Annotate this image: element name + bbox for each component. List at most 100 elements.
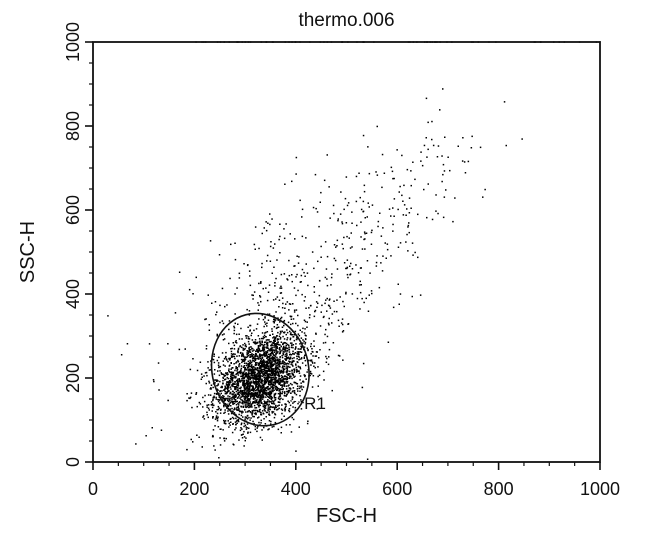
data-point [259, 378, 261, 380]
data-point [244, 358, 246, 361]
data-point [467, 160, 470, 163]
data-point [271, 361, 273, 363]
data-point [314, 366, 316, 369]
data-point [245, 426, 247, 428]
data-point [240, 369, 242, 371]
data-point [247, 340, 250, 343]
data-point [252, 294, 254, 297]
data-point [280, 287, 283, 289]
data-point [258, 391, 261, 393]
data-point [236, 367, 238, 369]
data-point [276, 347, 279, 350]
data-point [286, 373, 288, 375]
data-point [232, 342, 234, 344]
data-point [246, 405, 248, 408]
data-point [237, 418, 240, 421]
data-point [244, 439, 246, 442]
data-point [282, 351, 285, 353]
data-point [227, 387, 230, 389]
data-point [268, 411, 270, 413]
data-point [308, 307, 310, 309]
data-point [246, 393, 248, 396]
data-point [393, 177, 395, 180]
data-point [238, 355, 241, 357]
data-point [359, 291, 362, 294]
data-point [252, 402, 254, 404]
data-point [267, 356, 270, 358]
data-point [285, 370, 288, 372]
data-point [234, 398, 237, 401]
data-point [295, 309, 298, 311]
data-point [397, 283, 399, 285]
data-point [233, 407, 236, 409]
data-point [329, 298, 331, 300]
data-point [221, 287, 224, 290]
data-point [244, 398, 246, 400]
data-point [229, 408, 232, 410]
data-point [226, 392, 228, 394]
data-point [295, 173, 297, 175]
data-point [286, 301, 289, 303]
data-point [245, 395, 248, 398]
data-point [398, 303, 400, 305]
data-point [287, 343, 289, 346]
data-point [188, 397, 190, 399]
data-point [247, 326, 249, 328]
data-point [211, 404, 213, 406]
data-point [242, 377, 245, 380]
data-point [272, 390, 274, 393]
data-point [273, 326, 276, 328]
data-point [241, 352, 244, 354]
data-point [199, 403, 202, 405]
data-point [242, 376, 244, 379]
data-point [299, 199, 301, 202]
data-point [261, 341, 264, 344]
data-point [484, 188, 486, 191]
data-point [304, 275, 306, 277]
data-point [256, 393, 259, 395]
data-point [217, 400, 220, 403]
data-point [246, 350, 248, 352]
data-point [298, 351, 300, 353]
data-point [224, 409, 226, 411]
data-point [370, 231, 373, 234]
data-point [228, 370, 230, 372]
gate-r1[interactable] [199, 302, 321, 436]
data-point [277, 359, 280, 361]
data-point [318, 357, 320, 359]
data-point [280, 392, 282, 395]
data-point [249, 363, 252, 365]
data-point [227, 373, 229, 376]
data-point [248, 380, 250, 383]
data-point [220, 396, 223, 398]
data-point [267, 380, 270, 382]
data-point [273, 359, 275, 361]
data-point [274, 285, 276, 287]
data-point [254, 389, 257, 392]
data-point [201, 376, 203, 378]
data-point [304, 359, 307, 362]
data-point [437, 145, 440, 147]
data-point [248, 343, 250, 345]
data-point [267, 399, 269, 401]
data-point [275, 327, 278, 330]
data-point [262, 388, 264, 390]
data-point [283, 391, 286, 394]
data-point [259, 369, 262, 372]
data-point [271, 400, 273, 402]
data-point [224, 392, 227, 395]
data-point [263, 373, 265, 375]
data-point [224, 422, 226, 425]
data-point [274, 336, 276, 339]
data-point [274, 406, 276, 409]
x-tick-label: 1000 [580, 479, 620, 499]
data-point [281, 326, 284, 328]
data-point [196, 434, 198, 436]
data-point [236, 406, 238, 409]
data-point [264, 316, 266, 318]
data-point [280, 285, 282, 288]
data-point [267, 375, 269, 378]
data-point [273, 318, 275, 321]
data-point [273, 336, 275, 338]
data-point [263, 418, 265, 420]
